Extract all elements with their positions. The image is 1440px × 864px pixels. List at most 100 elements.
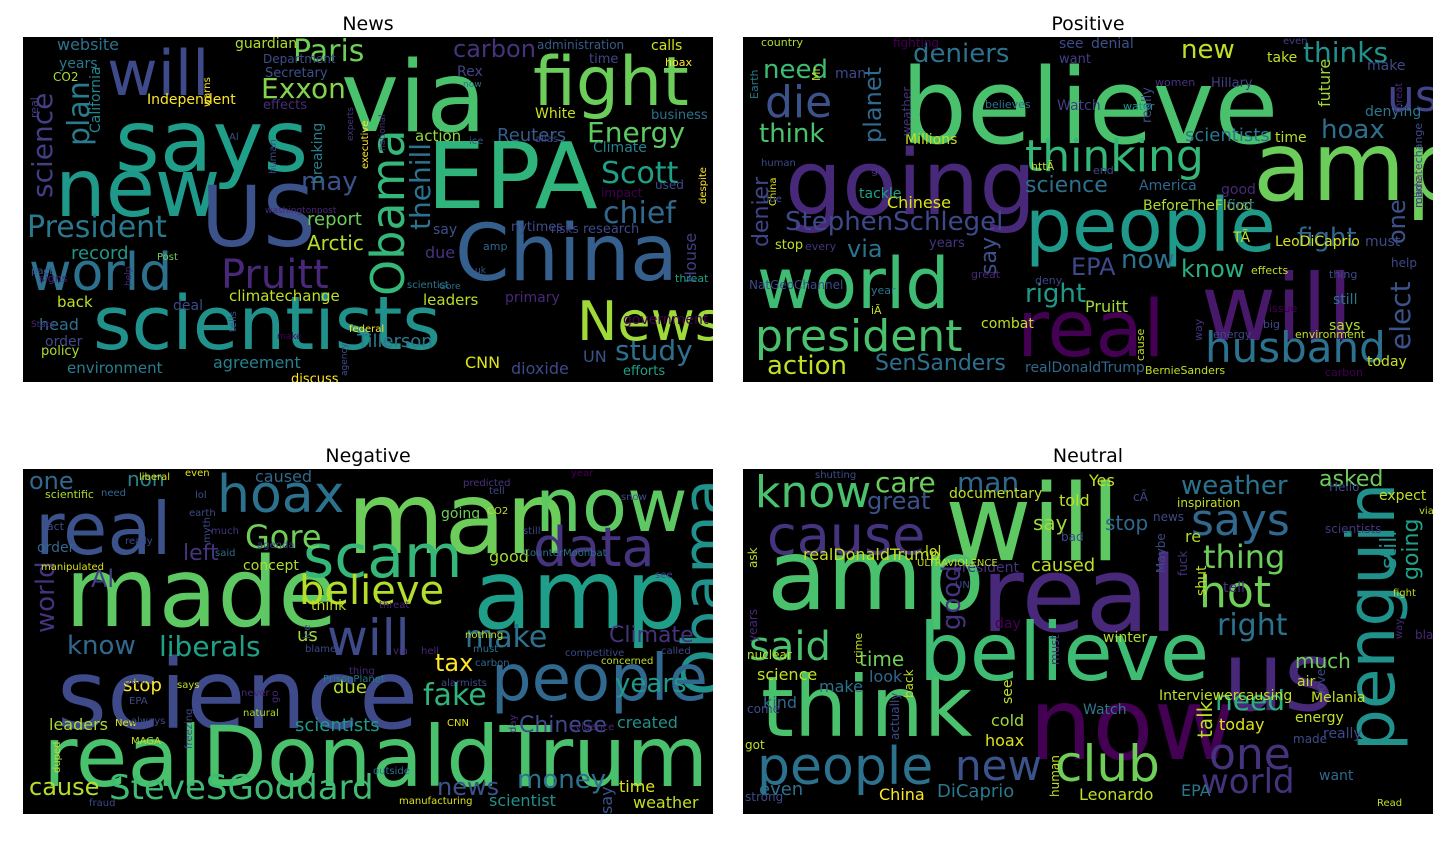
word-negative-65: ice	[302, 624, 313, 639]
word-positive-56: women	[1155, 76, 1196, 89]
word-news-1: EPA	[427, 123, 598, 230]
word-positive-70: first	[1227, 198, 1255, 214]
word-negative-76: still	[523, 526, 541, 537]
word-negative-87: go	[270, 690, 281, 703]
word-news-55: White	[535, 106, 576, 122]
word-neutral-36: make	[819, 677, 863, 696]
word-positive-12: SenSanders	[875, 351, 1006, 376]
word-news-36: head	[39, 315, 79, 334]
word-positive-40: Chinese	[887, 193, 951, 212]
word-news-20: thehill	[404, 142, 437, 230]
word-news-27: record	[71, 243, 129, 264]
word-positive-91: TÃ	[1233, 230, 1251, 246]
word-positive-54: Hillary	[1211, 76, 1253, 91]
word-negative-32: stop	[123, 675, 162, 696]
word-neutral-63: human	[1048, 755, 1062, 797]
word-negative-24: Chinese	[519, 713, 607, 738]
word-positive-93: cause	[1134, 328, 1147, 361]
word-news-64: government	[623, 312, 709, 328]
word-news-83: washingtonpost	[265, 206, 337, 216]
word-news-38: order	[45, 334, 83, 350]
word-positive-1: going	[785, 131, 1037, 236]
word-positive-60: man	[835, 66, 867, 82]
word-neutral-84: nuclear	[747, 648, 792, 662]
word-positive-47: says	[1329, 318, 1361, 334]
word-positive-71: end	[1093, 164, 1114, 177]
word-news-11: Pruitt	[221, 252, 329, 298]
word-positive-45: BernieSanders	[1145, 364, 1226, 377]
word-negative-12: will	[327, 609, 410, 667]
word-negative-68: must	[473, 644, 499, 655]
word-positive-30: now	[1121, 245, 1175, 275]
word-positive-97: climatechange	[1412, 122, 1425, 204]
word-negative-22: Climate	[609, 623, 694, 648]
word-news-0: via	[341, 41, 487, 155]
word-news-80: tells	[228, 311, 239, 332]
word-neutral-1: amp	[767, 519, 985, 633]
word-neutral-69: blame	[1415, 628, 1433, 642]
word-neutral-43: EPA	[1181, 781, 1211, 800]
word-positive-65: denial	[1091, 37, 1134, 52]
word-negative-92: always	[131, 716, 166, 727]
word-negative-98: manufacturing	[399, 796, 473, 807]
word-news-79: pact	[31, 266, 53, 277]
word-negative-5: now	[535, 469, 688, 549]
word-news-81: State	[31, 320, 55, 330]
word-news-54: action	[415, 127, 462, 145]
word-negative-91: New	[115, 718, 137, 729]
word-negative-67: nothing	[465, 630, 504, 641]
word-positive-36: combat	[981, 316, 1034, 332]
word-neutral-11: says	[1191, 495, 1290, 546]
word-positive-34: future	[1315, 58, 1334, 107]
word-positive-62: Mr	[810, 66, 823, 81]
word-positive-89: go	[871, 164, 885, 177]
word-negative-73: tell	[489, 486, 505, 497]
word-neutral-3: think	[761, 658, 973, 756]
word-neutral-31: much	[1295, 649, 1351, 673]
word-news-66: efforts	[623, 364, 666, 379]
word-news-57: business	[651, 108, 708, 123]
word-positive-69: good	[1221, 182, 1256, 198]
word-negative-60: agenda	[257, 540, 295, 551]
word-negative-1: made	[65, 537, 338, 649]
word-negative-77: snow	[621, 492, 647, 503]
word-news-67: hoax	[665, 56, 692, 69]
word-neutral-51: re	[1185, 527, 1202, 546]
word-news-68: used	[655, 178, 684, 192]
word-negative-86: never	[241, 688, 270, 699]
word-neutral-24: weather	[1181, 471, 1288, 501]
word-positive-88: human	[761, 158, 796, 169]
word-news-97: amp	[483, 240, 508, 253]
word-negative-50: scientific	[45, 488, 94, 501]
word-positive-13: StephenSchlegel	[785, 207, 1004, 237]
word-cloud-news: via EPA says new US China scientists fight will w…	[23, 37, 713, 382]
word-negative-81: alarmists	[441, 678, 487, 689]
word-news-85: threat	[675, 272, 709, 285]
word-negative-62: blame	[305, 644, 337, 655]
word-news-56: Climate	[593, 140, 647, 156]
word-negative-97: outside	[373, 766, 410, 777]
word-neutral-6: us	[1223, 621, 1334, 733]
word-positive-22: hoax	[1321, 115, 1385, 145]
word-positive-33: scientists	[1185, 125, 1270, 146]
word-negative-11: hoax	[217, 469, 345, 525]
word-negative-13: believe	[299, 568, 445, 614]
word-news-15: Energy	[587, 116, 686, 149]
word-negative-16: make	[465, 620, 548, 655]
word-news-69: impact	[601, 186, 643, 200]
word-negative-47: going	[441, 506, 481, 522]
word-negative-0: man	[347, 469, 570, 577]
word-news-73: signs	[39, 272, 68, 285]
word-neutral-48: documentary	[949, 486, 1043, 502]
word-news-82: human	[268, 139, 279, 174]
word-neutral-92: crime	[852, 632, 865, 664]
word-neutral-37: look	[869, 667, 903, 686]
word-neutral-82: ask	[746, 547, 760, 568]
word-negative-30: cause	[29, 773, 100, 801]
word-positive-16: us	[1387, 71, 1433, 122]
word-negative-95: duped	[52, 741, 63, 773]
panel-title-news: News	[342, 13, 394, 35]
word-news-32: dioxide	[511, 359, 569, 378]
word-positive-20: new	[1181, 37, 1235, 65]
word-negative-43: weather	[633, 793, 699, 812]
